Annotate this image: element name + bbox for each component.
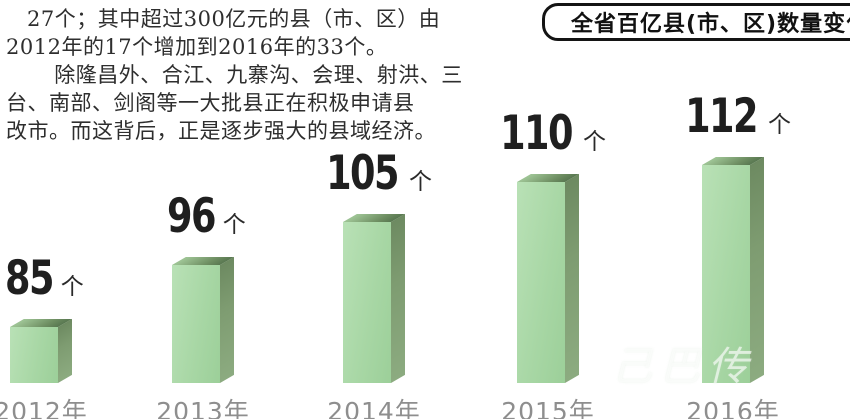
bar-group-2012: 85 个 2012年 xyxy=(0,255,87,419)
bar-side-face xyxy=(750,156,764,383)
bar-unit-label: 个 xyxy=(222,212,246,238)
bar-value-number: 85 xyxy=(5,251,54,306)
bar-front-face xyxy=(702,165,750,383)
bar-group-2013: 96 个 2013年 xyxy=(156,193,249,419)
bar-year-label: 2012年 xyxy=(0,397,88,419)
chart-title-box: 全省百亿县(市、区)数量变化 xyxy=(542,3,850,41)
bar-unit-label: 个 xyxy=(768,112,792,138)
bar-group-2016: 112 个 2016年 xyxy=(685,93,791,419)
bar-group-2015: 110 个 2015年 xyxy=(500,110,606,419)
bar-value-label: 85 个 xyxy=(0,251,84,306)
bar-side-face xyxy=(565,173,579,383)
bar-side-face xyxy=(58,318,72,383)
chart-title: 全省百亿县(市、区)数量变化 xyxy=(571,12,850,37)
bar-year-label: 2015年 xyxy=(501,397,595,419)
bar-value-number: 110 xyxy=(500,106,573,161)
bar-year-label: 2016年 xyxy=(686,397,780,419)
article-line: 2012年的17个增加到2016年的33个。 xyxy=(6,35,388,59)
bar-value-label: 105 个 xyxy=(316,146,433,201)
bar-front-face xyxy=(517,182,565,383)
bar-unit-label: 个 xyxy=(409,169,433,195)
bar-side-face xyxy=(220,256,234,383)
bar-group-2014: 105 个 2014年 xyxy=(326,150,432,419)
bar-value-label: 96 个 xyxy=(160,189,246,244)
article-line: 改市。而这背后，正是逐步强大的县域经济。 xyxy=(6,119,436,143)
article-line: 除隆昌外、合江、九寨沟、会理、射洪、三 xyxy=(54,63,463,87)
bar-value-number: 96 xyxy=(167,189,216,244)
article-text-block: 27个；其中超过300亿元的县（市、区）由 2012年的17个增加到2016年的… xyxy=(6,5,468,145)
article-line: 台、南部、剑阁等一大批县正在积极申请县 xyxy=(6,91,415,115)
article-line: 27个；其中超过300亿元的县（市、区）由 xyxy=(27,7,441,31)
bar-value-label: 112 个 xyxy=(675,89,792,144)
bar-value-label: 110 个 xyxy=(490,106,607,161)
bar-year-label: 2014年 xyxy=(327,397,421,419)
bar-front-face xyxy=(172,265,220,383)
bar-unit-label: 个 xyxy=(583,129,607,155)
bar-value-number: 112 xyxy=(685,89,758,144)
bar-unit-label: 个 xyxy=(60,274,84,300)
bar-front-face xyxy=(10,327,58,383)
bar-front-face xyxy=(343,222,391,383)
bar-value-number: 105 xyxy=(326,146,399,201)
bar-side-face xyxy=(391,213,405,383)
bar-year-label: 2013年 xyxy=(156,397,250,419)
